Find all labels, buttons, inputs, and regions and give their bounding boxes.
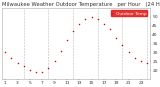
Point [4, 52, 6, 53]
Point [59, 50, 62, 51]
Point [16, 62, 19, 64]
Point [78, 23, 80, 25]
Point [103, 23, 105, 25]
Point [121, 45, 124, 46]
Point [133, 57, 136, 58]
Point [109, 29, 111, 30]
Point [115, 37, 118, 39]
Point [84, 18, 87, 19]
Point [90, 16, 93, 18]
Point [146, 62, 148, 64]
Point [127, 52, 130, 53]
Point [22, 66, 25, 67]
Text: Milwaukee Weather Outdoor Temperature   per Hour   (24 Hours): Milwaukee Weather Outdoor Temperature pe… [2, 2, 160, 7]
Point [41, 71, 44, 72]
Point [72, 30, 74, 32]
Point [66, 39, 68, 41]
Point [140, 60, 142, 62]
Point [10, 57, 13, 58]
Point [53, 60, 56, 62]
Point [96, 18, 99, 19]
Point [47, 68, 50, 69]
Legend: Outdoor Temp: Outdoor Temp [111, 10, 148, 17]
Point [35, 71, 37, 72]
Point [29, 69, 31, 71]
